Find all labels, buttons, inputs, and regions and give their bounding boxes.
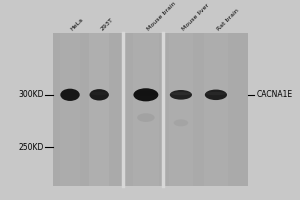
Bar [60,33,80,186]
Bar [52,33,248,186]
Ellipse shape [89,89,109,101]
Ellipse shape [206,92,226,95]
Bar [133,33,159,186]
Ellipse shape [170,90,192,100]
Ellipse shape [90,92,108,95]
Text: Mouse liver: Mouse liver [181,3,210,32]
Ellipse shape [60,89,80,101]
Ellipse shape [134,88,158,101]
Text: 293T: 293T [99,17,114,32]
Ellipse shape [205,90,227,100]
Bar [89,33,110,186]
Ellipse shape [174,119,188,126]
Text: HeLa: HeLa [70,17,85,32]
Text: Rat brain: Rat brain [216,8,240,32]
Ellipse shape [61,91,79,95]
Ellipse shape [134,91,158,95]
Text: CACNA1E: CACNA1E [257,90,293,99]
Bar [169,33,193,186]
Bar [204,33,228,186]
Ellipse shape [171,92,191,95]
Text: 250KD: 250KD [18,143,44,152]
Ellipse shape [137,113,154,122]
Text: 300KD: 300KD [18,90,44,99]
Text: Mouse brain: Mouse brain [146,1,177,32]
